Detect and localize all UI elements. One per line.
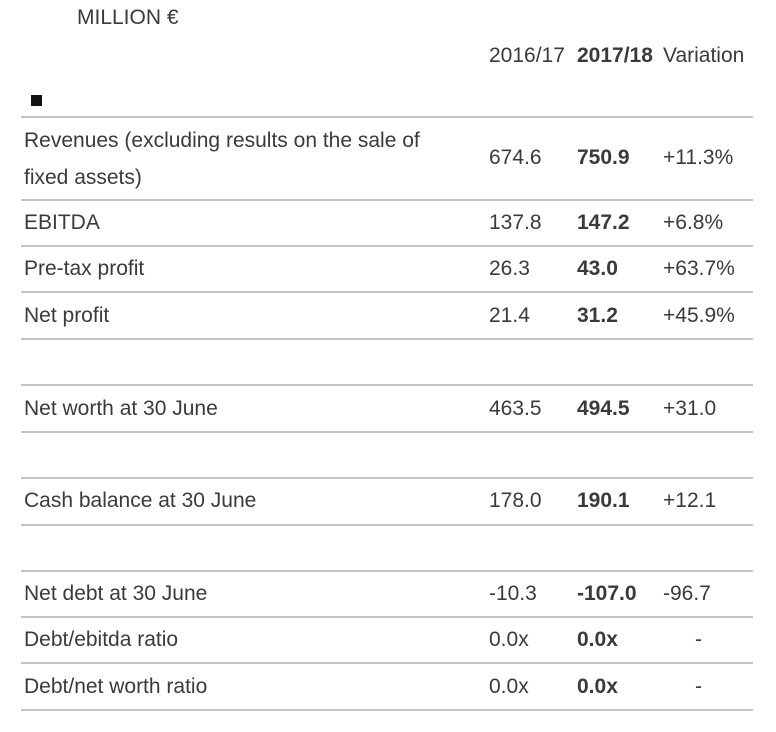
value-2016-17: 0.0x [489, 628, 529, 651]
table-rule [21, 570, 753, 572]
value-2016-17: 178.0 [489, 489, 542, 512]
table-rule [21, 477, 753, 479]
table-rule [21, 199, 753, 201]
table-rule [21, 291, 753, 293]
value-variation: -96.7 [663, 582, 711, 605]
table-rule [21, 384, 753, 386]
row-label-net-debt: Net debt at 30 June [24, 582, 208, 605]
table-rule [21, 338, 753, 340]
value-2017-18: 31.2 [577, 304, 618, 327]
value-2017-18: 750.9 [577, 146, 630, 169]
column-header-2017-18: 2017/18 [577, 44, 653, 67]
row-label-ebitda: EBITDA [24, 211, 100, 234]
table-rule [21, 616, 753, 618]
value-2016-17: 674.6 [489, 146, 542, 169]
row-label-revenues: Revenues (excluding results on the sale … [24, 129, 420, 189]
value-variation: +45.9% [663, 304, 735, 327]
value-2016-17: 26.3 [489, 257, 530, 280]
table-rule [21, 245, 753, 247]
row-label-debt-ebitda-ratio: Debt/ebitda ratio [24, 628, 179, 651]
value-variation: +6.8% [663, 211, 724, 234]
value-variation: +63.7% [663, 257, 735, 280]
value-2016-17: 21.4 [489, 304, 530, 327]
row-label-net-worth: Net worth at 30 June [24, 397, 218, 420]
value-2016-17: -10.3 [489, 582, 537, 605]
row-label-cash-balance: Cash balance at 30 June [24, 489, 257, 512]
value-2017-18: 190.1 [577, 489, 630, 512]
table-rule [21, 662, 753, 664]
square-bullet-icon [31, 95, 42, 106]
row-label-debt-net-worth-ratio: Debt/net worth ratio [24, 675, 208, 698]
value-2017-18: 43.0 [577, 257, 618, 280]
row-label-net-profit: Net profit [24, 304, 110, 327]
unit-label: MILLION € [77, 6, 179, 29]
value-2016-17: 137.8 [489, 211, 542, 234]
column-header-variation: Variation [663, 44, 745, 67]
value-2016-17: 0.0x [489, 675, 529, 698]
value-2017-18: 0.0x [577, 675, 618, 698]
value-2016-17: 463.5 [489, 397, 542, 420]
value-2017-18: -107.0 [577, 582, 637, 605]
value-variation: +31.0 [663, 397, 717, 420]
column-header-2016-17: 2016/17 [489, 44, 565, 67]
value-variation: +12.1 [663, 489, 717, 512]
value-2017-18: 147.2 [577, 211, 630, 234]
table-rule [21, 116, 753, 118]
value-2017-18: 0.0x [577, 628, 618, 651]
row-label-pre-tax-profit: Pre-tax profit [24, 257, 145, 280]
value-2017-18: 494.5 [577, 397, 630, 420]
value-variation: - [695, 675, 702, 698]
table-rule [21, 709, 753, 711]
table-rule [21, 524, 753, 526]
value-variation: - [695, 628, 702, 651]
value-variation: +11.3% [663, 146, 734, 169]
table-rule [21, 431, 753, 433]
